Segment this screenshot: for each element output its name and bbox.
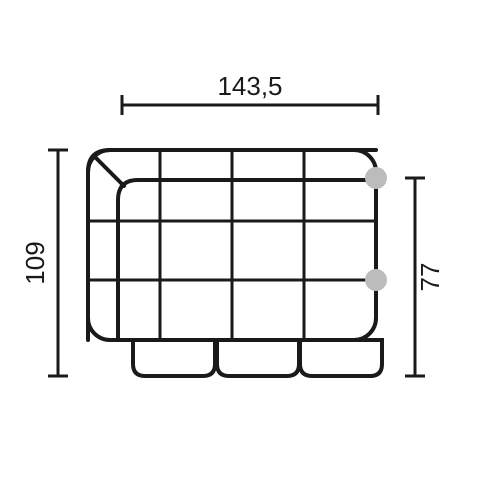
- front-cushion: [300, 340, 382, 376]
- corner-back-inner: [118, 180, 376, 340]
- connection-dot: [365, 269, 387, 291]
- connection-dot: [365, 167, 387, 189]
- dim-label-seat-depth: 77: [415, 263, 445, 292]
- front-cushion: [133, 340, 215, 376]
- corner-back-diagonal: [95, 157, 124, 186]
- dim-label-width: 143,5: [217, 71, 282, 101]
- dim-label-depth: 109: [20, 241, 50, 284]
- front-cushion: [217, 340, 299, 376]
